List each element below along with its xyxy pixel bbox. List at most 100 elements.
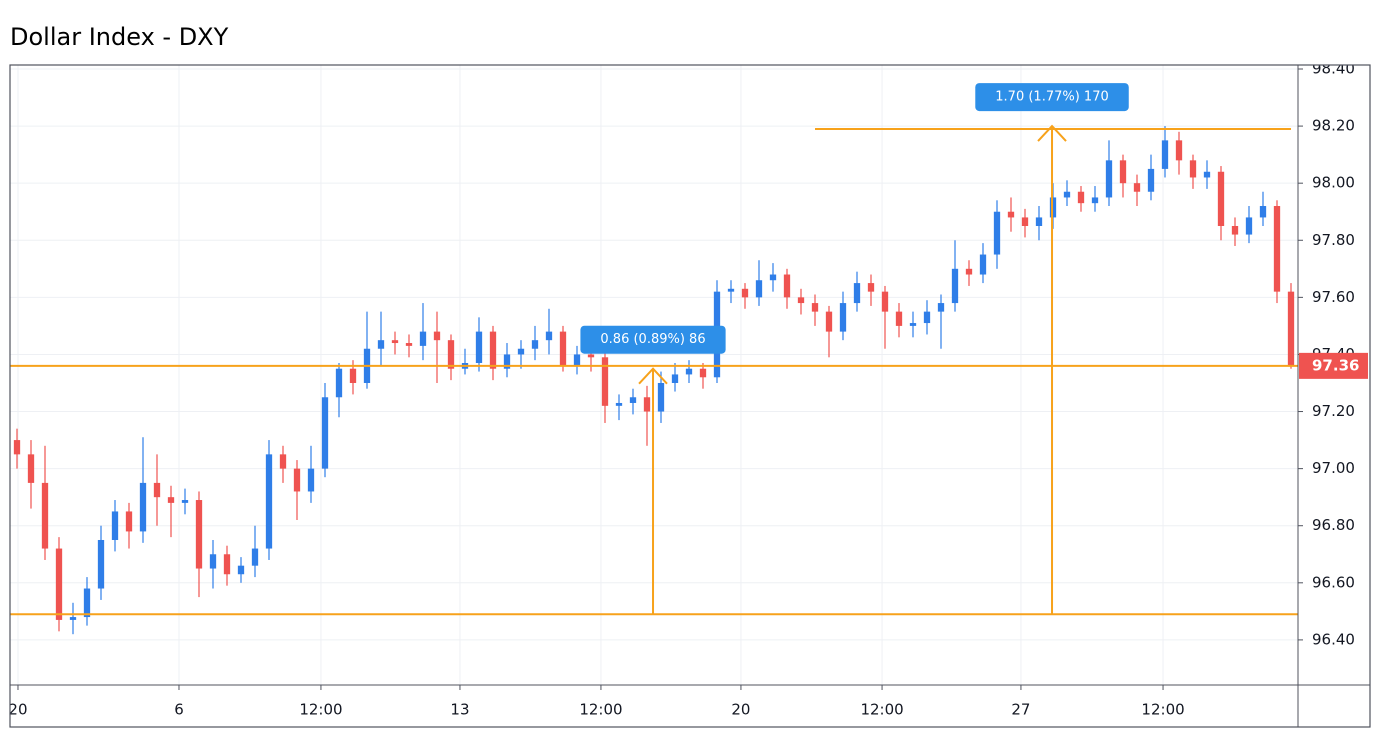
x-tick-label: 27	[1011, 701, 1030, 719]
arrow-head	[1037, 124, 1067, 142]
x-tick-label: 20	[731, 701, 750, 719]
frame	[9, 64, 1371, 728]
candle-body	[1231, 225, 1239, 235]
x-tick-label: 13	[450, 701, 469, 719]
y-tick-label: 96.40	[1312, 630, 1355, 648]
candle-body	[699, 368, 707, 378]
x-tick-label: 6	[174, 701, 184, 719]
candle-body	[181, 500, 189, 503]
candle-body	[55, 548, 63, 620]
y-tick-label: 97.60	[1312, 288, 1355, 306]
candle-body	[909, 323, 917, 326]
candle-body	[867, 283, 875, 292]
candle-body	[405, 343, 413, 346]
candle-body	[13, 440, 21, 455]
candle-body	[167, 497, 175, 503]
candle-body	[1091, 197, 1099, 204]
candle-body	[769, 274, 777, 281]
price-label: 97.36	[1312, 356, 1359, 374]
candle-body	[601, 357, 609, 406]
candle-body	[139, 482, 147, 532]
candle-body	[629, 397, 637, 403]
candle-body	[643, 397, 651, 412]
candle-body	[111, 511, 119, 540]
measure-label-box	[580, 325, 726, 354]
measure-label-box	[975, 83, 1129, 112]
candle-body	[195, 500, 203, 569]
candle-body	[1147, 168, 1155, 192]
measure-label-text: 1.70 (1.77%) 170	[995, 90, 1108, 105]
x-tick-label: 12:00	[299, 701, 342, 719]
candle-body	[447, 340, 455, 369]
candle-body	[755, 280, 763, 298]
candle-body	[923, 311, 931, 324]
candle-body	[321, 397, 329, 469]
candle-body	[279, 454, 287, 469]
candle-body	[573, 354, 581, 366]
x-tick-label: 20	[8, 701, 27, 719]
candle-body	[69, 617, 77, 620]
candle-body	[1189, 160, 1197, 178]
candle-body	[1063, 191, 1071, 198]
candle-body	[685, 368, 693, 375]
y-tick-label: 98.40	[1312, 59, 1355, 77]
x-tick-label: 12:00	[579, 701, 622, 719]
candle-body	[97, 539, 105, 589]
candle-body	[489, 331, 497, 369]
candle-body	[1105, 160, 1113, 198]
y-tick-label: 98.00	[1312, 174, 1355, 192]
x-tick-label: 12:00	[860, 701, 903, 719]
candle-body	[41, 482, 49, 549]
candle-body	[1245, 217, 1253, 235]
candle-body	[125, 511, 133, 532]
candle-body	[83, 588, 91, 618]
candle-body	[223, 554, 231, 575]
arrow-head	[638, 367, 668, 385]
candle-body	[517, 348, 525, 355]
y-tick-label: 97.80	[1312, 231, 1355, 249]
candle-body	[433, 331, 441, 341]
y-tick-label: 96.60	[1312, 573, 1355, 591]
chart-title: Dollar Index - DXY	[10, 23, 229, 51]
candle-body	[1035, 217, 1043, 226]
candle-body	[391, 340, 399, 344]
measure-label-text: 0.86 (0.89%) 86	[600, 332, 705, 347]
candle-body	[559, 331, 567, 366]
candle-body	[293, 468, 301, 492]
candle-body	[1203, 171, 1211, 178]
candle-body	[209, 554, 217, 569]
y-tick-label: 98.20	[1312, 117, 1355, 135]
candle-body	[825, 311, 833, 332]
candle-body	[153, 482, 161, 498]
price-label-box	[1299, 352, 1368, 379]
candle-body	[545, 331, 553, 341]
candle-body	[965, 268, 973, 275]
candle-body	[531, 340, 539, 349]
candle-body	[1273, 206, 1281, 292]
candle-body	[783, 274, 791, 298]
candle-body	[881, 291, 889, 312]
candle-body	[979, 254, 987, 275]
candle-body	[671, 374, 679, 383]
candle-body	[377, 340, 385, 349]
candle-body	[265, 454, 273, 549]
candle-body	[349, 368, 357, 383]
candle-body	[937, 303, 945, 312]
candle-body	[895, 311, 903, 326]
candle-body	[839, 303, 847, 332]
candle-body	[951, 268, 959, 304]
candle-body	[503, 354, 511, 369]
candle-body	[27, 454, 35, 483]
candle-body	[1259, 206, 1267, 218]
candle-body	[419, 331, 427, 346]
measure-label: 0.86 (0.89%) 86	[580, 325, 726, 354]
candle-body	[993, 211, 1001, 255]
x-tick-label: 12:00	[1141, 701, 1184, 719]
candle-body	[1287, 291, 1295, 366]
candle-body	[1077, 191, 1085, 204]
candle-body	[1175, 140, 1183, 161]
y-tick-label: 97.20	[1312, 402, 1355, 420]
y-tick-label: 97.00	[1312, 459, 1355, 477]
candle-body	[1119, 160, 1127, 184]
